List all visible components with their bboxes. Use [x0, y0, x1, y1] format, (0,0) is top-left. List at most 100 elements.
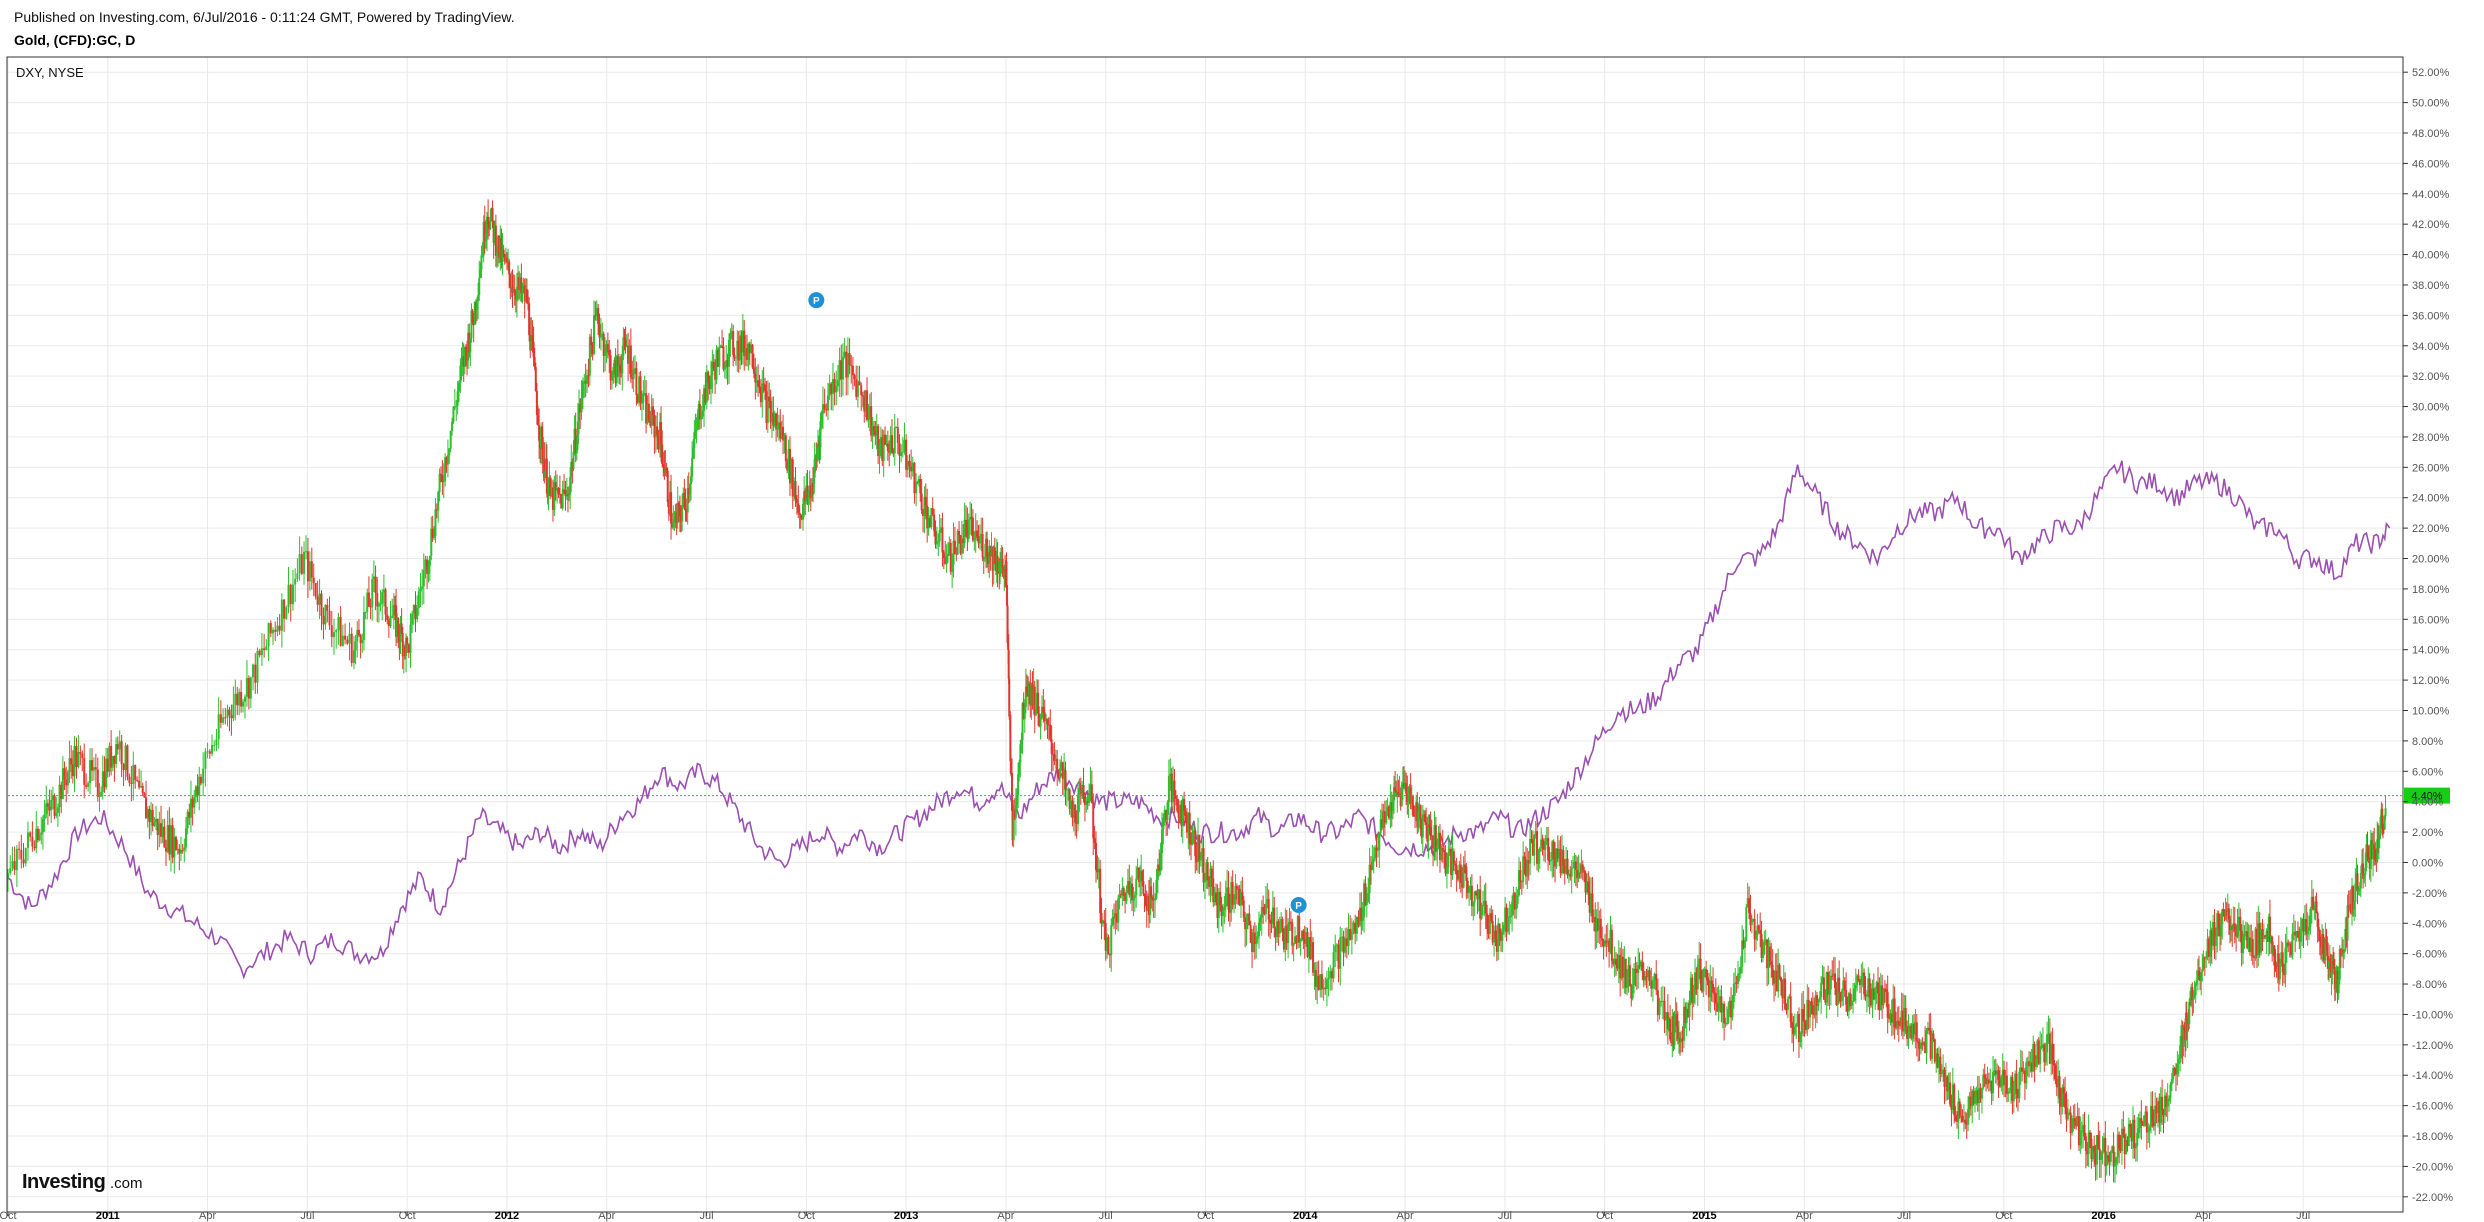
candle-body: [348, 633, 351, 644]
candle-body: [213, 745, 216, 747]
candle-body: [2105, 1155, 2108, 1167]
candle-body: [1081, 784, 1084, 790]
candle-body: [1555, 848, 1558, 867]
candle-body: [393, 605, 396, 607]
candle-body: [2306, 930, 2309, 935]
candle-body: [751, 344, 754, 368]
candle-body: [2071, 1128, 2074, 1133]
candle-body: [1896, 1020, 1899, 1029]
candle-body: [969, 517, 972, 520]
candle-body: [2248, 937, 2251, 952]
candle-body: [1016, 795, 1019, 806]
candle-body: [1638, 965, 1641, 967]
candle-body: [1573, 861, 1576, 868]
candle-body: [614, 359, 617, 384]
candle-body: [1428, 824, 1431, 828]
candle-body: [1352, 922, 1355, 932]
candle-body: [1040, 706, 1043, 718]
candle-body: [1267, 899, 1270, 920]
candle-body: [1426, 824, 1429, 842]
candle-body: [736, 340, 739, 358]
candle-body: [624, 339, 627, 347]
y-tick-label: 10.00%: [2412, 705, 2450, 717]
candle-body: [1118, 893, 1121, 899]
candle-body: [1608, 940, 1611, 952]
candle-body: [787, 448, 790, 471]
candle-body: [825, 408, 828, 411]
candle-body: [1497, 923, 1500, 952]
candle-body: [350, 633, 353, 663]
candle-body: [165, 847, 168, 852]
candle-body: [1669, 1018, 1672, 1040]
candle-body: [611, 377, 614, 381]
candle-body: [2082, 1124, 2085, 1131]
candle-body: [1502, 925, 1505, 932]
candle-body: [1177, 811, 1180, 818]
candle-body: [2209, 930, 2212, 957]
candle-body: [1565, 858, 1568, 874]
candle-body: [681, 507, 684, 522]
candle-body: [1661, 1000, 1664, 1002]
candle-body: [1381, 819, 1384, 828]
candle-body: [1512, 893, 1515, 902]
candle-body: [1842, 980, 1845, 991]
candle-body: [1694, 972, 1697, 995]
candle-body: [579, 404, 582, 413]
candle-body: [1484, 900, 1487, 914]
candle-body: [1892, 998, 1895, 1023]
candle-body: [1813, 1014, 1816, 1016]
candle-body: [285, 607, 288, 619]
candle-body: [2233, 923, 2236, 932]
candle-body: [924, 496, 927, 506]
candle-body: [2176, 1063, 2179, 1075]
candle-body: [605, 344, 608, 353]
candle-body: [495, 252, 498, 256]
candle-body: [2358, 888, 2361, 890]
candle-body: [491, 207, 494, 222]
candle-body: [519, 277, 522, 290]
candle-body: [1797, 1014, 1800, 1043]
candle-body: [1508, 916, 1511, 918]
candle-body: [993, 547, 996, 564]
candle-body: [1270, 922, 1273, 924]
candle-body: [168, 825, 171, 855]
candle-body: [2379, 817, 2382, 834]
candle-body: [2065, 1107, 2068, 1120]
y-tick-label: -10.00%: [2412, 1009, 2453, 1021]
candle-body: [24, 847, 27, 864]
candle-body: [716, 349, 719, 367]
candle-body: [632, 369, 635, 380]
candle-body: [1935, 1053, 1938, 1062]
candle-body: [2369, 840, 2372, 870]
candle-body: [263, 648, 266, 651]
candle-body: [1007, 642, 1010, 650]
candle-body: [1829, 975, 1832, 990]
candle-body: [1151, 897, 1154, 900]
candle-body: [625, 345, 628, 347]
candle-body: [1881, 985, 1884, 1006]
candle-body: [1691, 977, 1694, 1003]
candle-body: [989, 545, 992, 556]
candle-body: [310, 561, 313, 578]
event-markers[interactable]: PP: [808, 292, 1307, 914]
candle-body: [705, 371, 708, 403]
candle-body: [2120, 1128, 2123, 1152]
candle-body: [115, 744, 118, 764]
candle-body: [786, 461, 789, 471]
candle-body: [878, 444, 881, 457]
candle-body: [464, 347, 467, 350]
candle-body: [1334, 945, 1337, 953]
candle-body: [1046, 718, 1049, 725]
candle-body: [1450, 848, 1453, 876]
candle-body: [953, 540, 956, 554]
candle-body: [2251, 939, 2254, 957]
candle-body: [140, 785, 143, 788]
candle-body: [308, 561, 311, 582]
candle-body: [2339, 949, 2342, 955]
candle-body: [1720, 996, 1723, 1013]
candle-body: [1306, 932, 1309, 957]
candle-body: [1778, 964, 1781, 978]
candle-body: [714, 367, 717, 380]
candle-body: [1567, 874, 1570, 876]
